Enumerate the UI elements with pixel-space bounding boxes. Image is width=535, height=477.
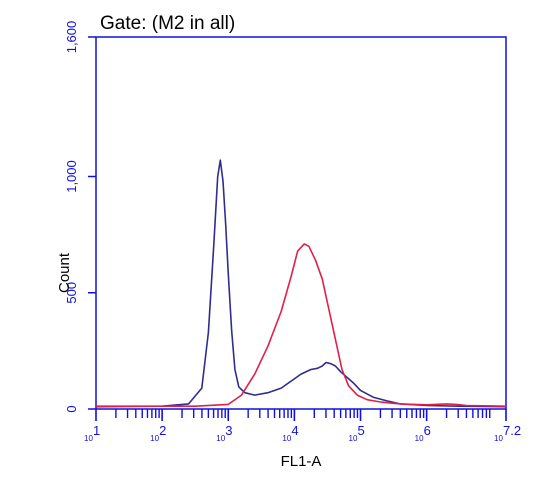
x-tick-label-base: 10 (216, 434, 225, 443)
x-tick-label-exp: 2 (159, 423, 166, 438)
x-tick-label-exp: 7.2 (503, 423, 521, 438)
x-tick-label-base: 10 (282, 434, 291, 443)
x-tick-label-exp: 4 (291, 423, 298, 438)
x-tick-label-base: 10 (150, 434, 159, 443)
plot-frame (95, 36, 507, 410)
y-tick-label: 1,000 (64, 160, 79, 193)
x-tick-label-exp: 1 (93, 423, 100, 438)
y-tick-label: 1,600 (64, 21, 79, 54)
y-tick-label: 0 (64, 405, 79, 412)
series-line-1 (96, 243, 507, 407)
x-tick-label-exp: 6 (424, 423, 431, 438)
x-tick-label-base: 10 (494, 434, 503, 443)
x-tick-label-base: 10 (415, 434, 424, 443)
series-line-0 (95, 159, 507, 408)
x-axis-label: FL1-A (281, 453, 322, 470)
y-ticks (88, 36, 96, 410)
series-layer (95, 159, 507, 408)
x-tick-label-base: 10 (349, 434, 358, 443)
y-axis-label: Count (56, 252, 73, 293)
major-ticks (95, 409, 507, 421)
y-tick-label: 500 (64, 282, 79, 304)
chart-title: Gate: (M2 in all) (100, 13, 235, 34)
minor-ticks (115, 409, 491, 418)
y-tick-labels: 0 500 1,000 1,600 (64, 21, 79, 413)
x-tick-label-exp: 5 (358, 423, 365, 438)
x-tick-label-base: 10 (84, 434, 93, 443)
x-tick-label-exp: 3 (225, 423, 232, 438)
